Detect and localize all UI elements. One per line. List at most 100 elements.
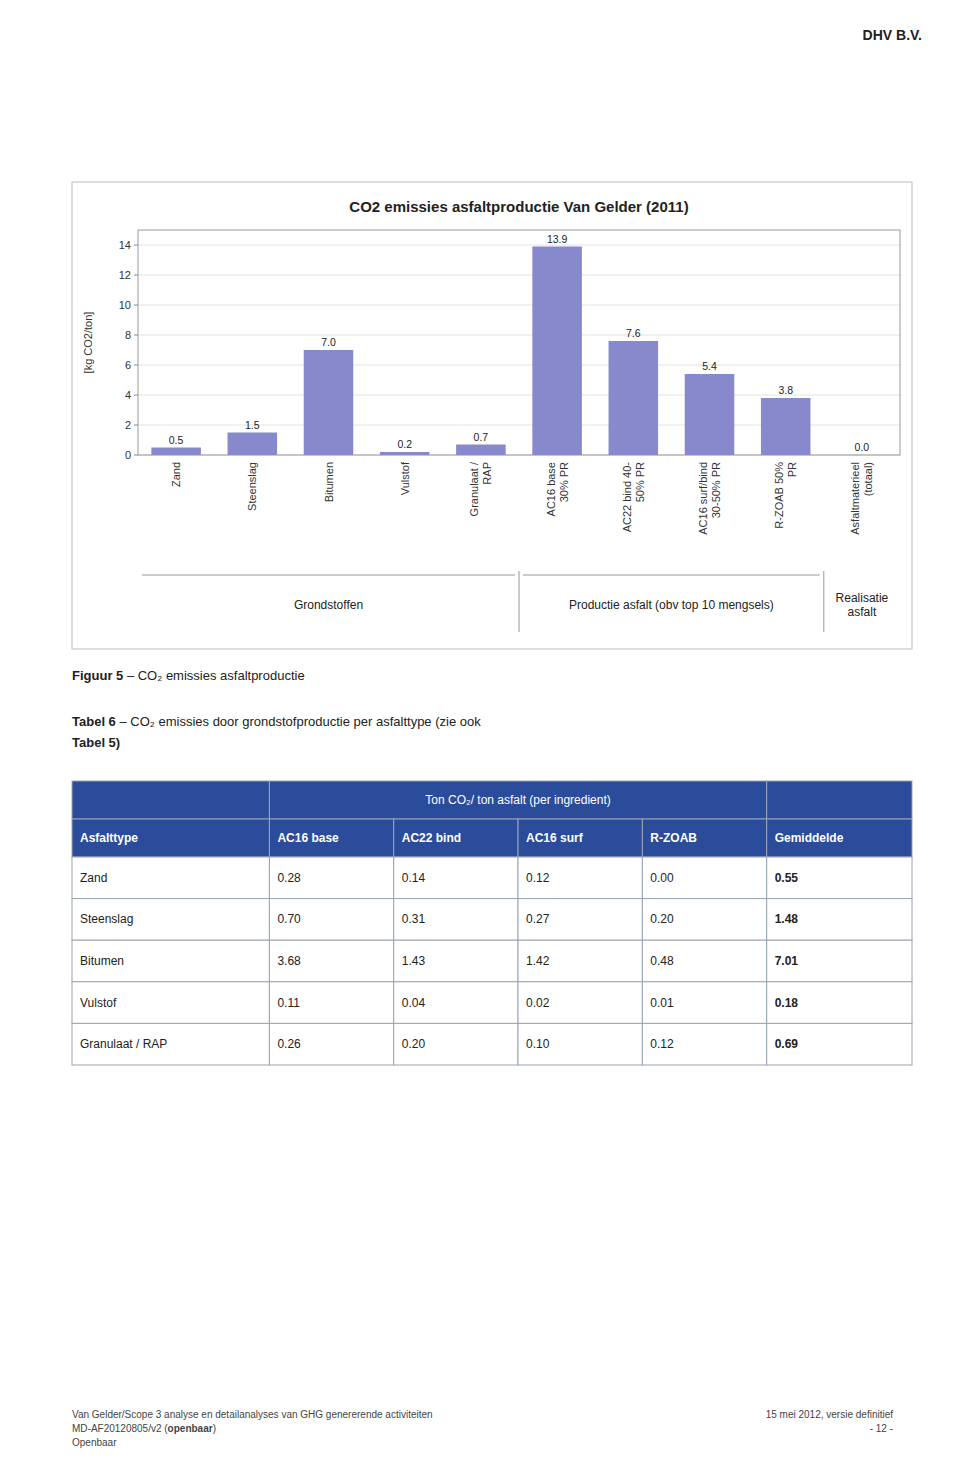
y-tick [134, 275, 138, 276]
y-tick [134, 455, 138, 456]
bar [685, 374, 735, 455]
bar [304, 350, 354, 455]
group-label-line: asfalt [848, 605, 877, 619]
y-tick-label: 0 [125, 449, 131, 461]
table-cell-text: 0.27 [526, 912, 550, 926]
table-cell [642, 940, 766, 982]
table-cell-text: 0.28 [277, 871, 301, 885]
group-label: Grondstoffen [294, 598, 363, 612]
data-label: 7.6 [626, 327, 641, 339]
table-cell-text: 0.48 [650, 954, 674, 968]
table-cell-text: 0.70 [277, 912, 301, 926]
table-column-header: Gemiddelde [775, 831, 844, 845]
table-cell-text: Granulaat / RAP [80, 1037, 167, 1051]
y-tick-label: 6 [125, 359, 131, 371]
table-cell-text: 0.12 [526, 871, 550, 885]
table-cell [72, 899, 269, 941]
x-tick-label: R-ZOAB 50%PR [773, 462, 798, 529]
table-caption-ref: Tabel 5) [72, 735, 120, 750]
table-cell-text: Zand [80, 871, 107, 885]
table-cell [767, 1023, 912, 1065]
group-label-line: Realisatie [836, 591, 889, 605]
table-cell-text: 0.69 [775, 1037, 799, 1051]
table-cell-text: 0.31 [402, 912, 426, 926]
table-column-header: AC16 base [277, 831, 339, 845]
data-label: 5.4 [702, 360, 717, 372]
x-tick-label-line: Bitumen [323, 462, 335, 502]
table-cell-text: 0.26 [277, 1037, 301, 1051]
group-label-line: Productie asfalt (obv top 10 mengsels) [569, 598, 774, 612]
y-tick-label: 2 [125, 419, 131, 431]
data-label: 7.0 [321, 336, 336, 348]
table-header-cell [72, 819, 269, 857]
footer-text: MD-AF20120805/v2 (openbaar) [72, 1423, 216, 1434]
footer-text: 15 mei 2012, versie definitief [766, 1409, 894, 1420]
table-caption: Tabel 6 – CO₂ emissies door grondstofpro… [72, 714, 481, 729]
y-axis-label: [kg CO2/ton] [82, 312, 94, 374]
table-cell-text: 0.02 [526, 996, 550, 1010]
footer-part: openbaar [168, 1423, 213, 1434]
table-cell-text: 0.04 [402, 996, 426, 1010]
table-cell [394, 899, 518, 941]
x-tick-label-line: PR [786, 462, 798, 477]
bar [761, 398, 811, 455]
x-tick-label-line: 30% PR [558, 462, 570, 502]
group-label: Realisatieasfalt [836, 591, 889, 619]
bar [380, 452, 430, 455]
table-cell [269, 940, 393, 982]
footer-text: Openbaar [72, 1437, 117, 1448]
table-header-cell [767, 781, 912, 819]
table-cell [269, 1023, 393, 1065]
y-tick-label: 12 [119, 269, 131, 281]
table-caption-label: Tabel 6 [72, 714, 116, 729]
table-cell [642, 857, 766, 899]
table-cell [518, 1023, 642, 1065]
x-tick-label-line: RAP [481, 462, 493, 485]
y-tick-label: 8 [125, 329, 131, 341]
y-tick [134, 305, 138, 306]
data-label: 0.7 [474, 431, 489, 443]
group-bracket [142, 575, 515, 576]
y-tick [134, 365, 138, 366]
bar [609, 341, 659, 455]
group-separator [823, 571, 824, 632]
table-cell [72, 940, 269, 982]
table-cell-text: 7.01 [775, 954, 799, 968]
y-tick-label: 4 [125, 389, 131, 401]
data-label: 13.9 [547, 233, 568, 245]
figure-caption-text: – CO₂ emissies asfaltproductie [123, 668, 304, 683]
x-tick-label: Zand [170, 462, 182, 487]
page: DHV B.V.CO2 emissies asfaltproductie Van… [0, 0, 960, 1459]
grid-line [138, 335, 900, 336]
x-tick-label-line: 50% PR [634, 462, 646, 502]
x-tick-label: AC16 surf/bind30-50% PR [697, 462, 722, 535]
data-label: 0.0 [855, 441, 870, 453]
x-tick-label-line: (totaal) [862, 462, 874, 496]
x-tick-label-line: Granulaat / [468, 461, 480, 516]
table-cell [72, 1023, 269, 1065]
data-label: 3.8 [778, 384, 793, 396]
footer-text: - 12 - [870, 1423, 893, 1434]
grid-line [138, 305, 900, 306]
bars [151, 247, 810, 456]
table-column-header: AC22 bind [402, 831, 461, 845]
table-cell-text: 1.42 [526, 954, 550, 968]
y-tick [134, 335, 138, 336]
page-header: DHV B.V. [863, 27, 922, 43]
table-cell-text: 0.11 [277, 996, 300, 1010]
table-cell [518, 940, 642, 982]
footer-part: ) [213, 1423, 216, 1434]
table-cell [767, 899, 912, 941]
x-tick-label-line: AC16 base [545, 462, 557, 516]
x-tick-label-line: R-ZOAB 50% [773, 462, 785, 529]
table-column-header: AC16 surf [526, 831, 584, 845]
table-cell-text: 0.01 [650, 996, 674, 1010]
grid-line [138, 275, 900, 276]
table-header-cell [72, 781, 269, 819]
x-tick-label-line: 30-50% PR [710, 462, 722, 518]
table-cell [518, 982, 642, 1024]
x-tick-label: Steenslag [246, 462, 258, 511]
x-tick-label-line: AC22 bind 40- [621, 462, 633, 533]
table-cell-text: 0.00 [650, 871, 674, 885]
table-cell-text: 0.55 [775, 871, 799, 885]
